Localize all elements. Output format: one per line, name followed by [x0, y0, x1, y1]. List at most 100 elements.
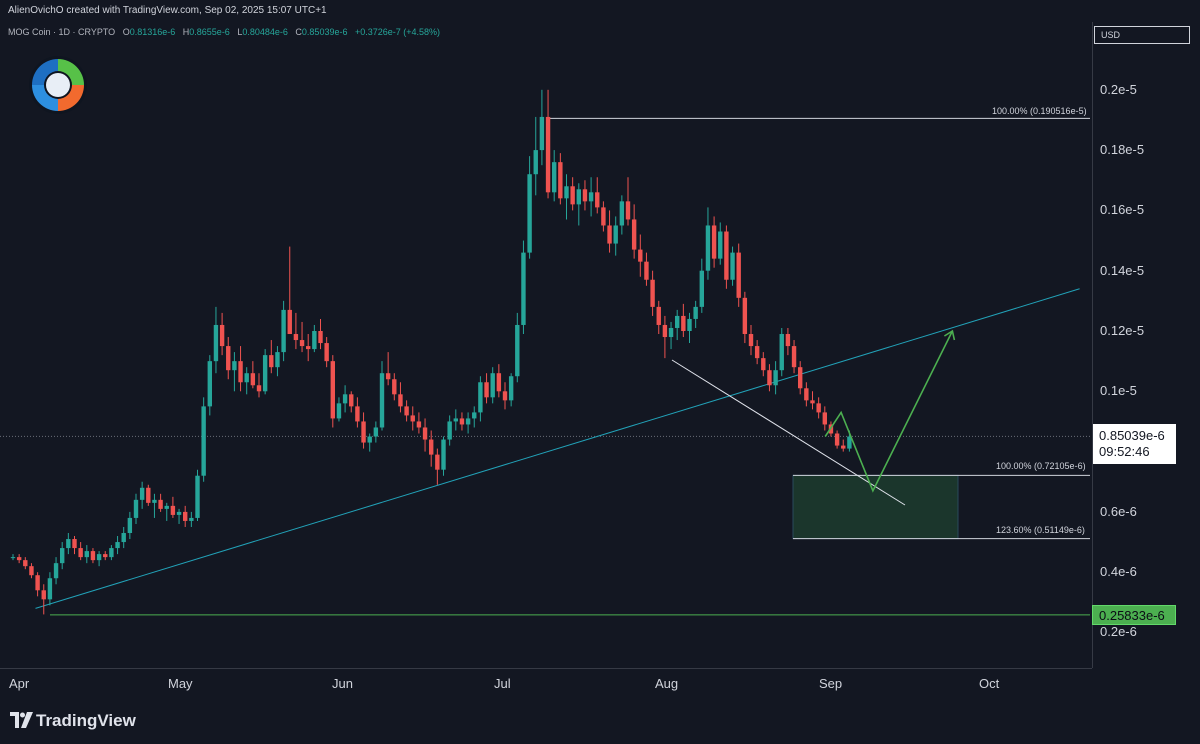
candle-body — [595, 192, 600, 208]
candle-body — [816, 403, 821, 413]
candle-body — [361, 421, 366, 443]
candle-body — [798, 367, 803, 389]
candle-body — [287, 309, 292, 335]
candle-body — [687, 318, 692, 331]
candle-body — [103, 554, 108, 558]
bar-countdown: 09:52:46 — [1099, 444, 1150, 459]
candle-body — [761, 358, 766, 371]
candle-body — [312, 331, 317, 350]
open-value: 0.81316e-6 — [129, 27, 176, 37]
symbol-info-bar: MOG Coin · 1D · CRYPTO O0.81316e-6 H0.86… — [8, 27, 440, 37]
candle-body — [66, 539, 71, 549]
candle-body — [373, 427, 379, 437]
candle-body — [109, 548, 114, 558]
candle-body — [558, 162, 563, 199]
candle-body — [841, 445, 846, 449]
ascending-trendline — [35, 288, 1080, 609]
candle-body — [730, 252, 735, 280]
candle-body — [422, 427, 428, 440]
fib-label-low: 123.60% (0.51149e-6) — [996, 525, 1085, 535]
candle-body — [349, 394, 354, 407]
symbol-name[interactable]: MOG Coin · 1D · CRYPTO — [8, 27, 116, 37]
candle-body — [164, 505, 169, 509]
candle-body — [441, 439, 446, 470]
candle-body — [613, 225, 618, 244]
price-axis[interactable] — [1092, 22, 1200, 668]
candle-body — [478, 382, 483, 413]
price-tick: 0.18e-5 — [1100, 142, 1145, 157]
candle-body — [607, 225, 612, 244]
candle-body — [96, 554, 102, 561]
price-chart[interactable] — [0, 0, 1092, 668]
candle-body — [631, 219, 637, 250]
candle-body — [35, 575, 40, 591]
candle-body — [336, 403, 342, 419]
candle-body — [355, 406, 360, 422]
candle-body — [847, 436, 852, 449]
candle-body — [207, 361, 212, 407]
candle-body — [201, 406, 206, 476]
time-axis[interactable] — [0, 668, 1092, 699]
candle-body — [447, 421, 452, 440]
candle-body — [170, 505, 176, 515]
candle-body — [619, 201, 625, 226]
candle-body — [711, 225, 717, 259]
candle-body — [453, 418, 458, 422]
currency-button[interactable]: USD — [1094, 26, 1190, 44]
candle-body — [78, 548, 83, 558]
candle-body — [736, 252, 741, 298]
candle-body — [644, 261, 649, 280]
candle-body — [681, 315, 686, 331]
candle-body — [718, 231, 723, 259]
candle-body — [410, 415, 415, 422]
candle-body — [767, 370, 772, 386]
candle-body — [791, 346, 797, 368]
candle-body — [299, 340, 305, 347]
candle-body — [318, 331, 323, 344]
candle-body — [53, 563, 59, 579]
candle-body — [330, 361, 335, 419]
candle-body — [367, 436, 372, 443]
candle-body — [533, 150, 538, 175]
candle-body — [754, 346, 760, 359]
candle-body — [490, 373, 495, 398]
candle-body — [262, 355, 268, 392]
open-label: O — [122, 27, 130, 37]
candle-body — [281, 309, 286, 353]
candle-body — [656, 306, 661, 325]
close-value: 0.85039e-6 — [301, 27, 348, 37]
candle-body — [47, 578, 53, 600]
candle-body — [601, 207, 606, 226]
low-label: L — [237, 27, 243, 37]
candle-body — [785, 334, 791, 347]
candle-body — [404, 406, 409, 416]
candle-body — [705, 225, 711, 271]
candle-body — [435, 454, 440, 470]
candle-body — [810, 400, 815, 404]
low-value: 0.80484e-6 — [242, 27, 288, 37]
candle-body — [244, 373, 249, 383]
candle-body — [588, 192, 594, 202]
candle-body — [552, 162, 557, 193]
candle-body — [724, 231, 729, 280]
current-price-value: 0.85039e-6 — [1099, 428, 1165, 443]
candle-body — [139, 487, 145, 500]
candle-body — [748, 334, 754, 347]
candle-body — [804, 388, 809, 401]
candle-body — [527, 174, 532, 253]
descending-trendline — [671, 359, 906, 506]
candle-body — [392, 379, 397, 395]
time-tick: Apr — [9, 676, 30, 691]
candle-body — [699, 270, 704, 307]
candle-body — [146, 487, 151, 503]
price-tick: 0.2e-6 — [1100, 624, 1137, 639]
fib-label-mid: 100.00% (0.72105e-6) — [996, 461, 1086, 471]
candle-body — [539, 116, 545, 151]
candle-body — [90, 551, 96, 561]
price-tick: 0.14e-5 — [1100, 263, 1145, 278]
price-tick: 0.16e-5 — [1100, 202, 1145, 217]
candle-body — [121, 533, 126, 543]
candle-body — [570, 186, 575, 205]
mog-coin-logo — [29, 56, 87, 114]
time-tick: Sep — [819, 676, 843, 691]
